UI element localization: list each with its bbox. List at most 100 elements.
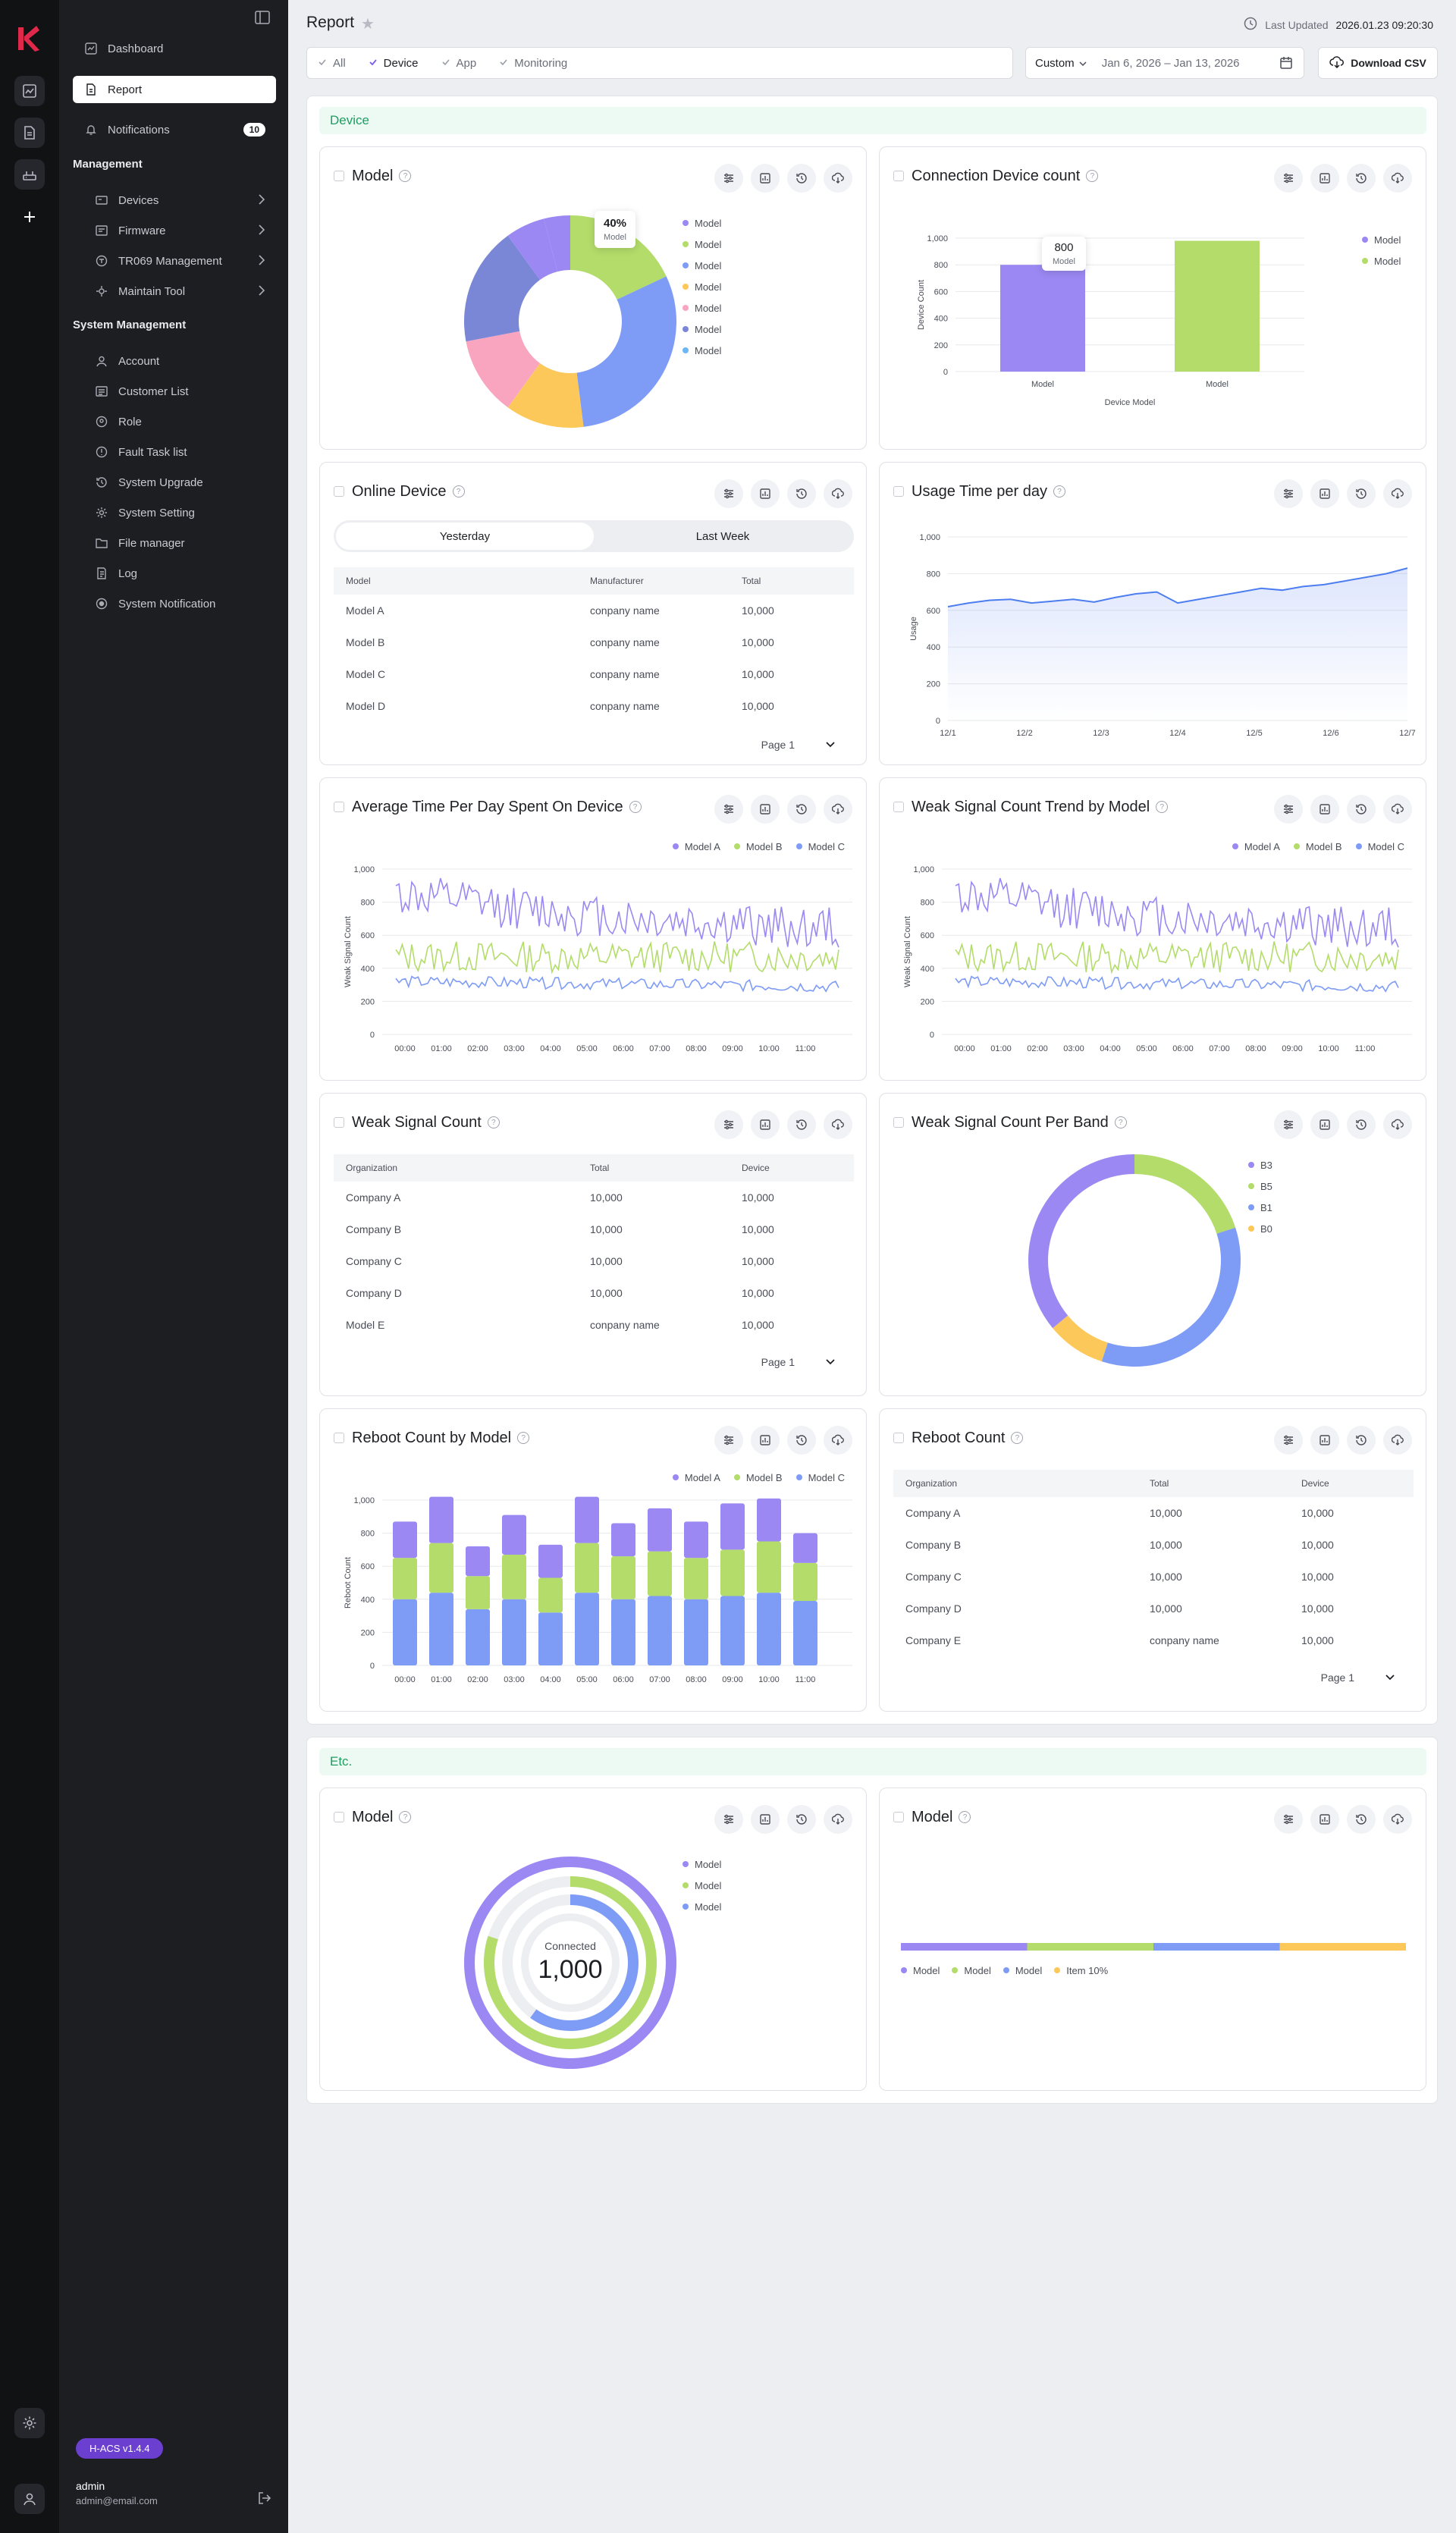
filter-monitoring[interactable]: Monitoring: [499, 57, 567, 70]
logout-icon[interactable]: [258, 2491, 271, 2509]
history-icon[interactable]: [1347, 164, 1376, 193]
card-checkbox[interactable]: [893, 1433, 904, 1443]
filter-app[interactable]: App: [441, 57, 476, 70]
cloud-download-icon[interactable]: [824, 795, 852, 824]
bar-segment[interactable]: [575, 1543, 599, 1593]
series-line[interactable]: [395, 975, 839, 993]
nav-log[interactable]: Log: [88, 560, 276, 587]
help-icon[interactable]: ?: [1086, 170, 1099, 182]
cloud-download-icon[interactable]: [824, 479, 852, 508]
filter-icon[interactable]: [1274, 1805, 1303, 1834]
legend-item[interactable]: Model: [682, 234, 721, 255]
nav-customer-list[interactable]: Customer List: [88, 378, 276, 405]
bar-segment[interactable]: [502, 1514, 526, 1555]
date-range-picker[interactable]: Custom Jan 6, 2026 – Jan 13, 2026: [1025, 47, 1304, 79]
legend-item[interactable]: Model: [682, 340, 721, 361]
legend-item[interactable]: Model: [901, 1960, 940, 1981]
cloud-download-icon[interactable]: [1383, 479, 1412, 508]
radial-bar[interactable]: [530, 1894, 639, 2031]
pie-slice[interactable]: [466, 331, 541, 408]
history-icon[interactable]: [787, 164, 816, 193]
nav-firmware[interactable]: Firmware: [88, 217, 276, 244]
legend-item[interactable]: Model A: [672, 1467, 720, 1488]
column-header[interactable]: Total: [730, 567, 854, 595]
pie-slice[interactable]: [1028, 1154, 1134, 1329]
pie-slice[interactable]: [570, 215, 667, 300]
filter-icon[interactable]: [714, 795, 743, 824]
chart-edit-icon[interactable]: [751, 164, 780, 193]
chart-edit-icon[interactable]: [751, 479, 780, 508]
legend-item[interactable]: Model: [952, 1960, 991, 1981]
bar-segment[interactable]: [429, 1496, 453, 1543]
help-icon[interactable]: ?: [1011, 1432, 1024, 1444]
chevron-down-icon[interactable]: [825, 1356, 836, 1368]
help-icon[interactable]: ?: [452, 485, 465, 497]
column-header[interactable]: Model: [334, 567, 578, 595]
column-header[interactable]: Device: [730, 1154, 854, 1182]
legend-item[interactable]: Model A: [672, 836, 720, 857]
card-checkbox[interactable]: [893, 486, 904, 497]
bar-segment[interactable]: [611, 1523, 635, 1557]
legend-item[interactable]: Model C: [1355, 836, 1404, 857]
table-row[interactable]: Model A conpany name 10,000: [334, 595, 854, 626]
table-row[interactable]: Company D 10,000 10,000: [893, 1593, 1414, 1624]
column-header[interactable]: Total: [1138, 1470, 1289, 1497]
table-row[interactable]: Company D 10,000 10,000: [334, 1277, 854, 1309]
bar-segment[interactable]: [538, 1612, 563, 1665]
bar-segment[interactable]: [429, 1593, 453, 1665]
legend-item[interactable]: Model: [1003, 1960, 1042, 1981]
bar-segment[interactable]: [466, 1546, 490, 1577]
nav-tr069-management[interactable]: TR069 Management: [88, 247, 276, 275]
user-icon[interactable]: [14, 2484, 45, 2514]
history-icon[interactable]: [787, 795, 816, 824]
legend-item[interactable]: Model C: [795, 836, 845, 857]
table-row[interactable]: Company E conpany name 10,000: [893, 1624, 1414, 1656]
column-header[interactable]: Total: [578, 1154, 730, 1182]
bar-segment[interactable]: [901, 1943, 1028, 1951]
gear-icon[interactable]: [14, 2408, 45, 2438]
table-row[interactable]: Company A 10,000 10,000: [893, 1497, 1414, 1529]
legend-item[interactable]: Model: [682, 319, 721, 340]
bar-segment[interactable]: [611, 1556, 635, 1599]
filter-icon[interactable]: [1274, 795, 1303, 824]
legend-item[interactable]: Model: [682, 1853, 721, 1875]
table-row[interactable]: Company B 10,000 10,000: [334, 1213, 854, 1245]
filter-icon[interactable]: [1274, 164, 1303, 193]
cloud-download-icon[interactable]: [824, 1805, 852, 1834]
bar-segment[interactable]: [575, 1496, 599, 1543]
filter-icon[interactable]: [714, 1426, 743, 1455]
bar-segment[interactable]: [538, 1544, 563, 1578]
chart-edit-icon[interactable]: [751, 1426, 780, 1455]
series-line[interactable]: [955, 975, 1399, 993]
dashboard-icon[interactable]: [14, 76, 45, 106]
chart-edit-icon[interactable]: [1310, 1110, 1339, 1139]
filter-icon[interactable]: [1274, 1426, 1303, 1455]
pie-slice[interactable]: [576, 276, 676, 427]
bar-segment[interactable]: [538, 1577, 563, 1613]
chart-edit-icon[interactable]: [1310, 795, 1339, 824]
table-row[interactable]: Company B 10,000 10,000: [893, 1529, 1414, 1561]
pie-slice[interactable]: [1101, 1227, 1241, 1367]
column-header[interactable]: Organization: [893, 1470, 1138, 1497]
card-checkbox[interactable]: [334, 171, 344, 181]
history-icon[interactable]: [1347, 1426, 1376, 1455]
column-header[interactable]: Device: [1289, 1470, 1414, 1497]
table-row[interactable]: Model C conpany name 10,000: [334, 658, 854, 690]
legend-item[interactable]: Model: [682, 1896, 721, 1917]
calendar-icon[interactable]: [1279, 56, 1293, 73]
help-icon[interactable]: ?: [399, 170, 412, 182]
chart-edit-icon[interactable]: [751, 1110, 780, 1139]
bar-segment[interactable]: [648, 1508, 672, 1552]
card-checkbox[interactable]: [334, 486, 344, 497]
bar-segment[interactable]: [793, 1600, 817, 1665]
cloud-download-icon[interactable]: [824, 164, 852, 193]
chart-edit-icon[interactable]: [1310, 164, 1339, 193]
filter-icon[interactable]: [714, 1805, 743, 1834]
history-icon[interactable]: [1347, 479, 1376, 508]
history-icon[interactable]: [787, 479, 816, 508]
bar[interactable]: [1175, 240, 1260, 372]
pie-slice[interactable]: [544, 215, 570, 272]
cloud-download-icon[interactable]: [1383, 1110, 1412, 1139]
bar-segment[interactable]: [502, 1599, 526, 1665]
help-icon[interactable]: ?: [959, 1811, 971, 1823]
